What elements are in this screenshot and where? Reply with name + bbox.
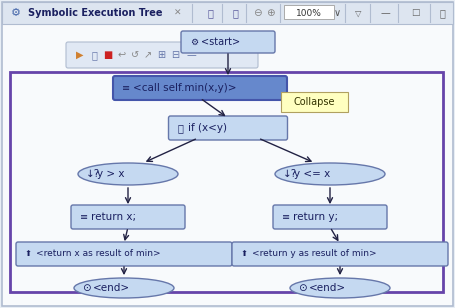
Text: ≡: ≡: [122, 83, 130, 93]
FancyBboxPatch shape: [71, 205, 185, 229]
Text: ⬆: ⬆: [25, 249, 32, 258]
Text: <end>: <end>: [93, 283, 130, 293]
Ellipse shape: [275, 163, 385, 185]
FancyBboxPatch shape: [273, 205, 387, 229]
Text: ⬆: ⬆: [241, 249, 248, 258]
Text: ↓?: ↓?: [86, 169, 100, 179]
Text: <return y as result of min>: <return y as result of min>: [252, 249, 377, 258]
Text: ■: ■: [103, 50, 113, 60]
Text: ⊕: ⊕: [266, 8, 274, 18]
FancyBboxPatch shape: [281, 92, 348, 112]
Text: ⊟: ⊟: [171, 50, 179, 60]
Text: return y;: return y;: [293, 212, 338, 222]
Text: if (x<y): if (x<y): [188, 123, 228, 133]
Text: □: □: [411, 9, 419, 18]
Text: Collapse: Collapse: [293, 97, 335, 107]
Text: —: —: [186, 50, 196, 60]
FancyBboxPatch shape: [113, 76, 287, 100]
Text: <end>: <end>: [309, 283, 346, 293]
Text: ⊙: ⊙: [82, 283, 91, 293]
Text: <call self.min(x,y)>: <call self.min(x,y)>: [133, 83, 237, 93]
Text: 📋: 📋: [232, 8, 238, 18]
Bar: [10, 72, 443, 292]
Text: ↩: ↩: [118, 50, 126, 60]
Text: 💾: 💾: [207, 8, 213, 18]
FancyBboxPatch shape: [232, 242, 448, 266]
Text: ∨: ∨: [334, 8, 340, 18]
Text: ⚙: ⚙: [190, 38, 198, 47]
FancyBboxPatch shape: [66, 42, 258, 68]
Text: 100%: 100%: [296, 9, 322, 18]
Text: ✕: ✕: [174, 9, 182, 18]
Text: Symbolic Execution Tree: Symbolic Execution Tree: [28, 8, 162, 18]
Text: ↓?: ↓?: [283, 169, 297, 179]
Text: ⊙: ⊙: [298, 283, 307, 293]
Text: <start>: <start>: [201, 37, 240, 47]
Text: ⊖: ⊖: [253, 8, 261, 18]
Text: y > x: y > x: [97, 169, 125, 179]
Text: y <= x: y <= x: [294, 169, 330, 179]
FancyBboxPatch shape: [2, 2, 453, 306]
Text: ⊞: ⊞: [157, 50, 165, 60]
Text: return x;: return x;: [91, 212, 136, 222]
Ellipse shape: [290, 278, 390, 298]
FancyBboxPatch shape: [2, 2, 453, 24]
Text: <return x as result of min>: <return x as result of min>: [36, 249, 161, 258]
Text: 🚶: 🚶: [177, 123, 183, 133]
Text: ▽: ▽: [355, 9, 361, 18]
FancyBboxPatch shape: [284, 5, 334, 19]
Ellipse shape: [78, 163, 178, 185]
Text: ↺: ↺: [131, 50, 139, 60]
Text: ↗: ↗: [144, 50, 152, 60]
Text: ⬜: ⬜: [439, 8, 445, 18]
Text: ⚙: ⚙: [11, 8, 21, 18]
Ellipse shape: [74, 278, 174, 298]
Text: —: —: [380, 8, 390, 18]
Text: ⏸: ⏸: [91, 50, 97, 60]
Text: ▶: ▶: [76, 50, 84, 60]
FancyBboxPatch shape: [181, 31, 275, 53]
FancyBboxPatch shape: [16, 242, 232, 266]
Text: ≡: ≡: [80, 212, 88, 222]
Text: ≡: ≡: [282, 212, 290, 222]
FancyBboxPatch shape: [168, 116, 288, 140]
